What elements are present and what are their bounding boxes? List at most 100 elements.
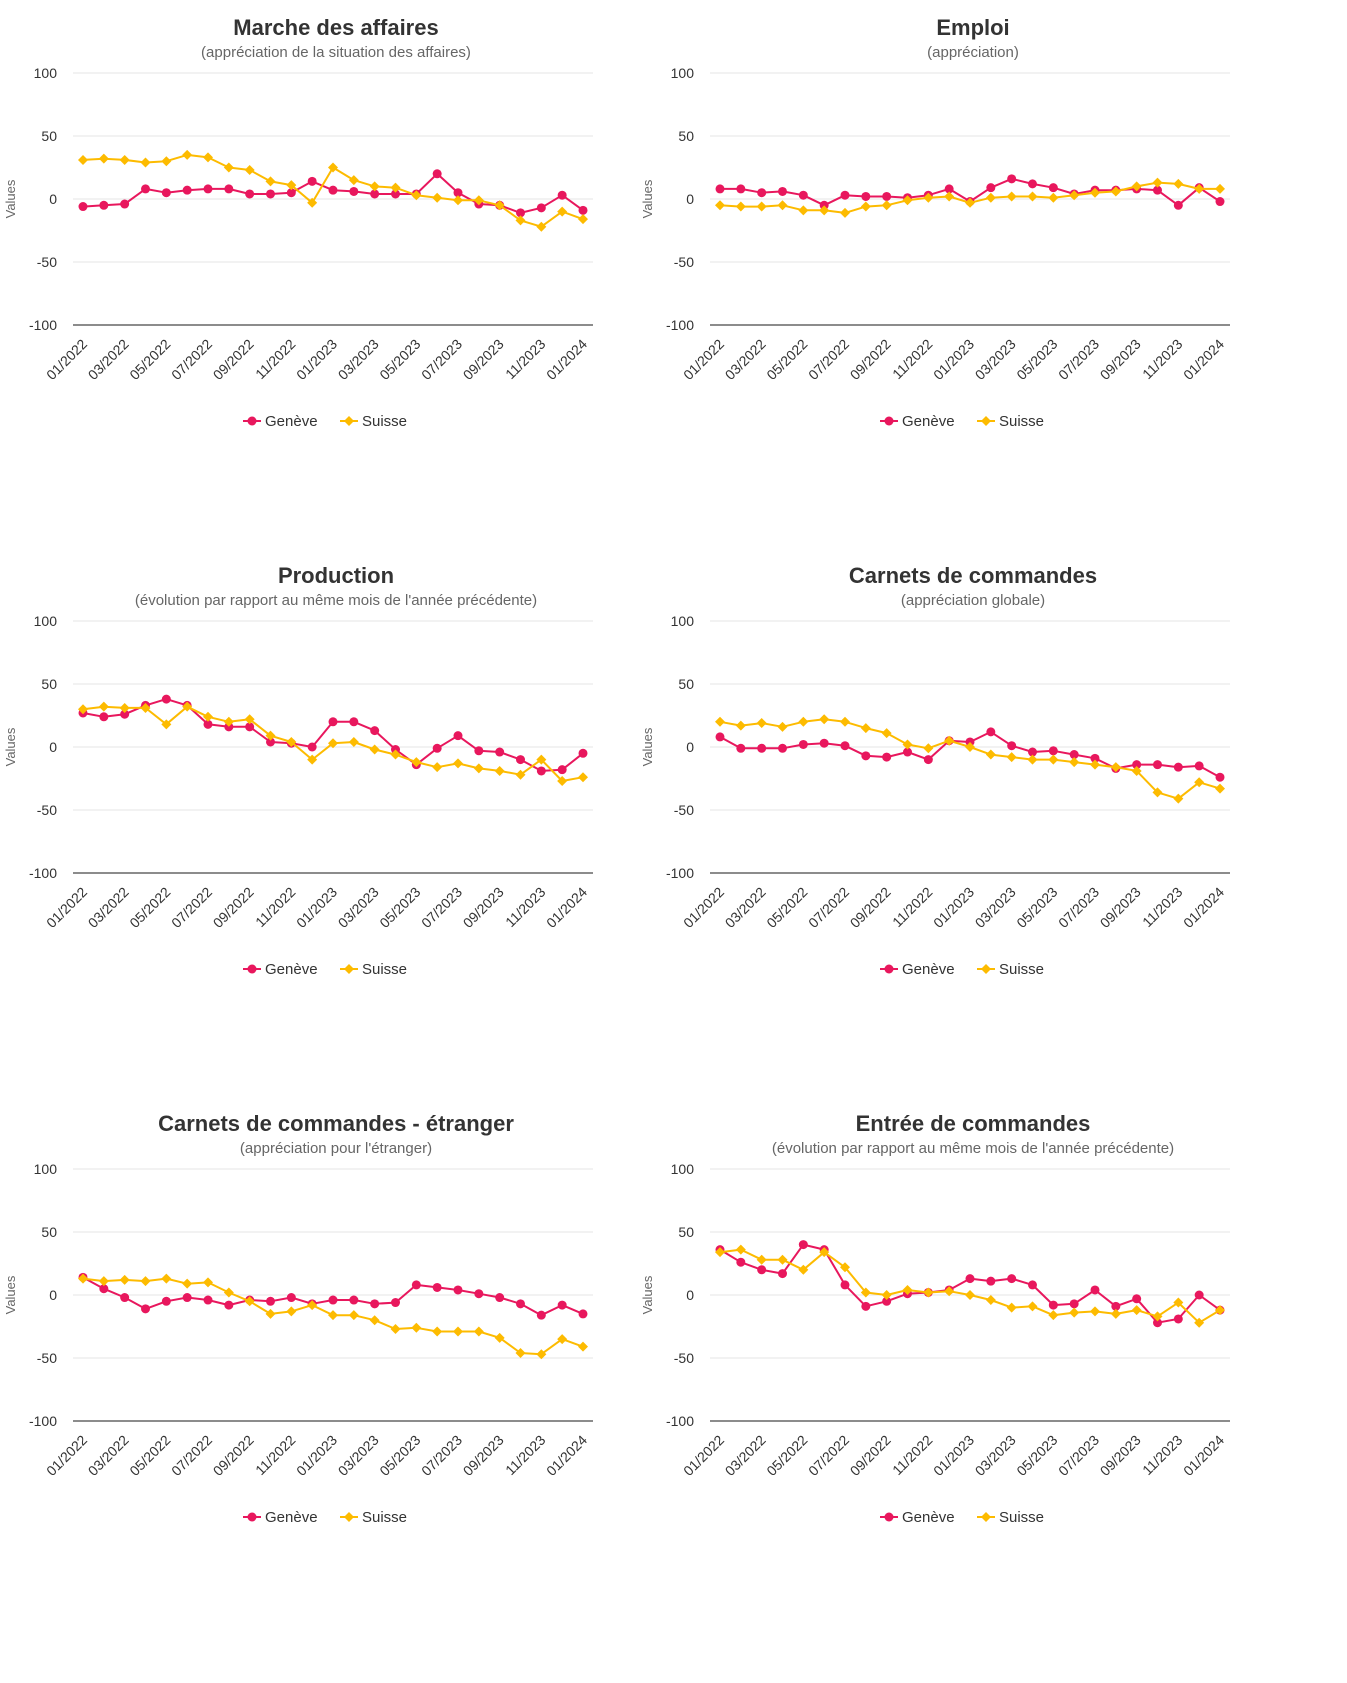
data-point-geneve[interactable] — [349, 186, 359, 196]
data-point-suisse[interactable] — [119, 702, 130, 713]
data-point-geneve[interactable] — [557, 190, 567, 200]
data-point-suisse[interactable] — [1152, 787, 1163, 798]
data-point-geneve[interactable] — [516, 755, 525, 765]
data-point-geneve[interactable] — [819, 738, 829, 748]
data-point-suisse[interactable] — [1110, 1308, 1121, 1319]
data-point-geneve[interactable] — [965, 1274, 975, 1284]
legend-item-suisse[interactable]: Suisse — [362, 413, 407, 430]
data-point-geneve[interactable] — [778, 1269, 787, 1279]
data-point-suisse[interactable] — [1048, 1310, 1059, 1321]
data-point-suisse[interactable] — [777, 1254, 788, 1265]
data-point-geneve[interactable] — [798, 739, 808, 749]
data-point-geneve[interactable] — [1090, 1285, 1100, 1295]
data-point-geneve[interactable] — [778, 186, 787, 196]
data-point-suisse[interactable] — [860, 723, 871, 734]
data-point-geneve[interactable] — [798, 190, 808, 200]
data-point-geneve[interactable] — [715, 184, 725, 194]
data-point-suisse[interactable] — [881, 200, 892, 211]
data-point-suisse[interactable] — [1173, 178, 1184, 189]
data-point-suisse[interactable] — [494, 765, 505, 776]
data-point-suisse[interactable] — [902, 1284, 913, 1295]
data-point-suisse[interactable] — [1006, 752, 1017, 763]
data-point-suisse[interactable] — [453, 758, 463, 769]
data-point-suisse[interactable] — [578, 1341, 588, 1352]
data-point-suisse[interactable] — [923, 743, 934, 754]
data-point-geneve[interactable] — [944, 184, 954, 194]
data-point-geneve[interactable] — [516, 208, 525, 218]
data-point-suisse[interactable] — [203, 711, 213, 722]
data-point-geneve[interactable] — [99, 200, 109, 210]
data-point-geneve[interactable] — [1069, 1299, 1079, 1309]
data-point-suisse[interactable] — [1131, 181, 1142, 192]
data-point-geneve[interactable] — [578, 1309, 588, 1319]
data-point-suisse[interactable] — [140, 1276, 151, 1287]
data-point-geneve[interactable] — [474, 746, 484, 756]
data-point-suisse[interactable] — [1027, 191, 1038, 202]
data-point-suisse[interactable] — [1152, 1311, 1163, 1322]
data-point-suisse[interactable] — [348, 736, 359, 747]
data-point-suisse[interactable] — [1027, 754, 1038, 765]
data-point-geneve[interactable] — [986, 183, 996, 193]
data-point-suisse[interactable] — [473, 195, 484, 206]
legend-item-suisse[interactable]: Suisse — [999, 961, 1044, 978]
data-point-suisse[interactable] — [453, 1326, 463, 1337]
data-point-suisse[interactable] — [1006, 1302, 1017, 1313]
data-point-suisse[interactable] — [432, 762, 443, 773]
data-point-geneve[interactable] — [986, 1276, 996, 1286]
data-point-geneve[interactable] — [370, 189, 380, 199]
data-point-suisse[interactable] — [1048, 192, 1059, 203]
data-point-suisse[interactable] — [860, 201, 871, 212]
data-point-geneve[interactable] — [203, 1295, 213, 1305]
data-point-suisse[interactable] — [578, 214, 588, 225]
data-point-geneve[interactable] — [536, 203, 546, 213]
data-point-geneve[interactable] — [307, 742, 317, 752]
data-point-suisse[interactable] — [985, 192, 996, 203]
data-point-suisse[interactable] — [473, 763, 484, 774]
data-point-suisse[interactable] — [1090, 187, 1100, 198]
data-point-suisse[interactable] — [965, 197, 975, 208]
data-point-geneve[interactable] — [391, 745, 400, 755]
data-point-suisse[interactable] — [819, 714, 830, 725]
data-point-geneve[interactable] — [349, 1295, 359, 1305]
data-point-suisse[interactable] — [985, 749, 996, 760]
data-point-geneve[interactable] — [1007, 174, 1017, 184]
data-point-geneve[interactable] — [328, 717, 338, 727]
data-point-geneve[interactable] — [120, 709, 130, 719]
data-point-geneve[interactable] — [1048, 1300, 1058, 1310]
data-point-suisse[interactable] — [1131, 765, 1142, 776]
data-point-suisse[interactable] — [1110, 762, 1121, 773]
data-point-suisse[interactable] — [1069, 1307, 1080, 1318]
data-point-suisse[interactable] — [715, 200, 725, 211]
data-point-geneve[interactable] — [453, 188, 463, 198]
data-point-suisse[interactable] — [78, 154, 88, 165]
data-point-suisse[interactable] — [1006, 191, 1017, 202]
data-point-suisse[interactable] — [902, 195, 913, 206]
data-point-suisse[interactable] — [307, 197, 318, 208]
data-point-geneve[interactable] — [1132, 1294, 1142, 1304]
data-point-suisse[interactable] — [715, 716, 725, 727]
legend-item-geneve[interactable]: Genève — [902, 1509, 955, 1526]
data-point-suisse[interactable] — [369, 744, 380, 755]
data-point-suisse[interactable] — [182, 701, 193, 712]
data-point-suisse[interactable] — [515, 769, 526, 780]
data-point-suisse[interactable] — [473, 1326, 484, 1337]
data-point-geneve[interactable] — [391, 189, 400, 199]
data-point-suisse[interactable] — [223, 1287, 234, 1298]
data-point-suisse[interactable] — [735, 720, 746, 731]
data-point-suisse[interactable] — [1090, 759, 1100, 770]
data-point-geneve[interactable] — [1132, 760, 1142, 770]
data-point-geneve[interactable] — [349, 717, 359, 727]
data-point-suisse[interactable] — [182, 149, 193, 160]
data-point-geneve[interactable] — [840, 190, 850, 200]
data-point-suisse[interactable] — [140, 702, 151, 713]
data-point-suisse[interactable] — [515, 1347, 526, 1358]
data-point-suisse[interactable] — [536, 754, 547, 765]
data-point-geneve[interactable] — [715, 732, 725, 742]
data-point-geneve[interactable] — [757, 1265, 767, 1275]
data-point-suisse[interactable] — [244, 165, 255, 176]
data-point-suisse[interactable] — [536, 221, 547, 232]
data-point-suisse[interactable] — [98, 701, 109, 712]
data-point-geneve[interactable] — [1090, 753, 1100, 763]
data-point-suisse[interactable] — [881, 728, 892, 739]
data-point-geneve[interactable] — [736, 743, 746, 753]
